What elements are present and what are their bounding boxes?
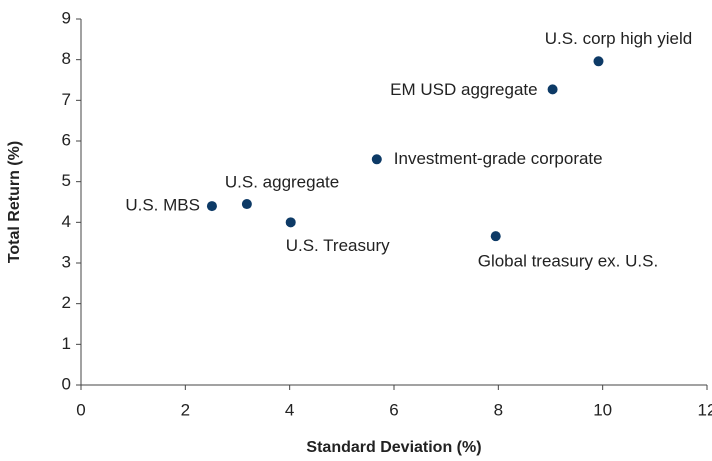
point xyxy=(285,217,296,228)
x-tick-label: 6 xyxy=(389,400,398,419)
point-label: EM USD aggregate xyxy=(390,80,537,99)
point-label: Global treasury ex. U.S. xyxy=(478,252,658,271)
point xyxy=(241,199,252,210)
point xyxy=(206,201,217,212)
y-tick-label: 5 xyxy=(62,171,71,190)
point-label: Investment-grade corporate xyxy=(394,149,603,168)
point xyxy=(593,56,604,67)
point xyxy=(371,154,382,165)
y-tick-label: 7 xyxy=(62,90,71,109)
point-label: U.S. aggregate xyxy=(225,173,339,192)
y-axis-title: Total Return (%) xyxy=(6,141,23,263)
y-tick-label: 0 xyxy=(62,374,71,393)
y-tick-label: 4 xyxy=(62,212,71,231)
x-tick-label: 12 xyxy=(698,400,712,419)
x-tick-label: 8 xyxy=(494,400,503,419)
point-label: U.S. Treasury xyxy=(286,236,390,255)
x-tick-label: 10 xyxy=(593,400,612,419)
x-tick-label: 0 xyxy=(76,400,85,419)
y-tick-label: 8 xyxy=(62,49,71,68)
y-tick-label: 2 xyxy=(62,293,71,312)
y-tick-label: 6 xyxy=(62,130,71,149)
y-tick-label: 1 xyxy=(62,334,71,353)
x-tick-label: 2 xyxy=(181,400,190,419)
point-label: U.S. corp high yield xyxy=(545,29,692,48)
point xyxy=(547,84,558,95)
x-axis-title: Standard Deviation (%) xyxy=(306,439,481,456)
point-label: U.S. MBS xyxy=(125,196,200,215)
y-tick-label: 9 xyxy=(62,8,71,27)
point xyxy=(490,231,501,242)
y-tick-label: 3 xyxy=(62,252,71,271)
x-tick-label: 4 xyxy=(285,400,294,419)
